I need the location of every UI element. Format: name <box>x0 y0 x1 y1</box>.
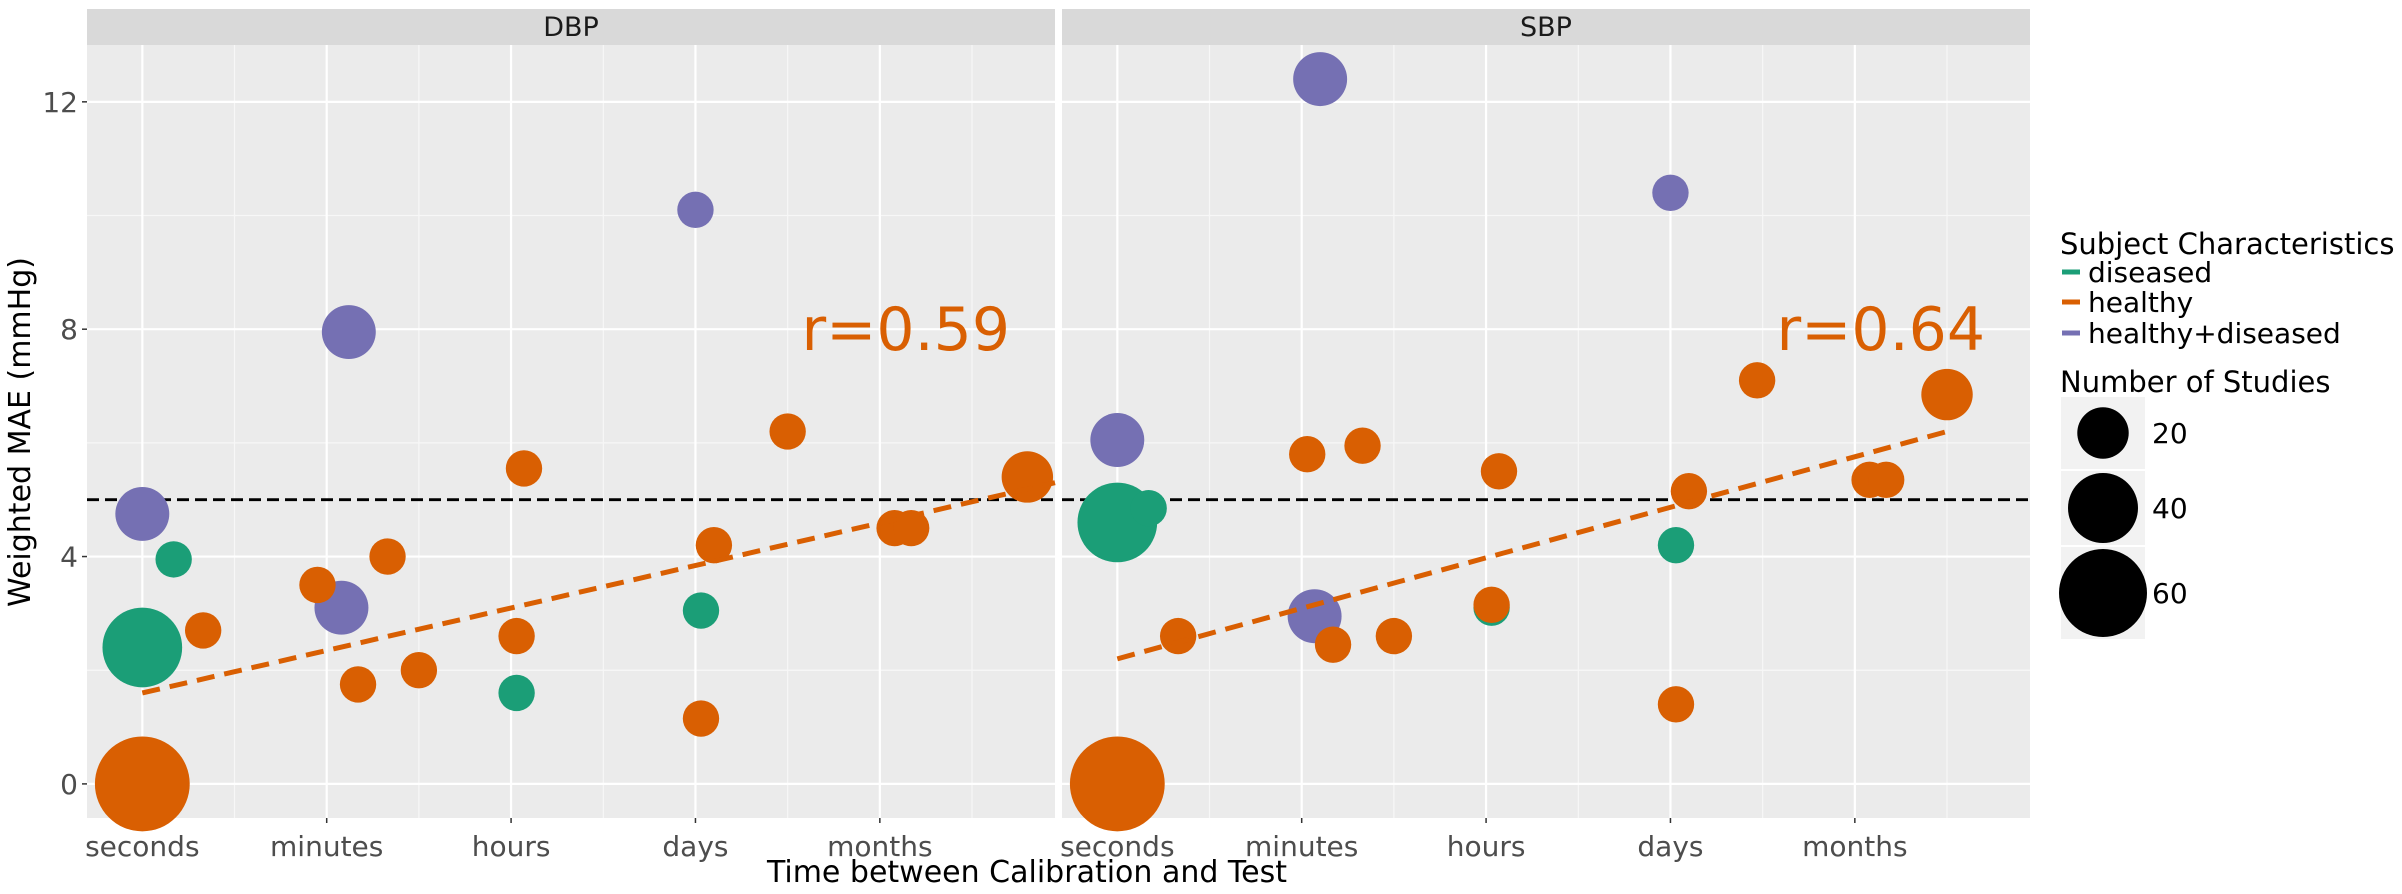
x-tick-label: seconds <box>85 830 199 863</box>
point-healthy-diseased <box>115 486 170 541</box>
x-tick-label: seconds <box>1060 830 1174 863</box>
point-healthy <box>299 566 336 604</box>
size-legend-circle <box>2059 549 2147 637</box>
legend-label-healthy: healthy <box>2088 286 2193 319</box>
point-healthy-diseased <box>321 305 376 360</box>
legend-item-healthy-diseased: healthy+diseased <box>2062 317 2341 350</box>
y-tick-label: 0 <box>60 768 78 801</box>
trend-line <box>141 480 1056 696</box>
legend-color-title: Subject Characteristics <box>2060 227 2394 261</box>
point-healthy <box>339 666 377 703</box>
panel-background <box>87 45 1055 818</box>
point-healthy <box>505 450 543 487</box>
point-healthy <box>1375 617 1413 655</box>
point-diseased <box>498 674 535 712</box>
point-healthy <box>1159 617 1197 655</box>
point-healthy <box>498 617 535 655</box>
legend-label-healthy-diseased: healthy+diseased <box>2088 317 2341 350</box>
point-healthy <box>400 652 438 689</box>
y-tick-label: 12 <box>42 86 78 119</box>
x-tick-label: days <box>1637 830 1703 863</box>
x-axis-title: Time between Calibration and Test <box>766 855 1287 890</box>
size-legend: 20 40 60 <box>2059 395 2188 641</box>
correlation-label: r=0.64 <box>1776 295 1985 365</box>
facet-strip <box>87 9 1055 45</box>
point-healthy <box>1480 453 1518 490</box>
trend-line <box>1116 429 1948 662</box>
point-diseased <box>102 607 183 688</box>
facet-title: DBP <box>543 12 599 43</box>
point-healthy <box>1657 686 1695 723</box>
facet-strip <box>1062 9 2030 45</box>
correlation-label: r=0.59 <box>801 295 1010 365</box>
x-tick-label: months <box>827 830 932 863</box>
x-tick-label: minutes <box>1245 830 1358 863</box>
legend-item-healthy: healthy <box>2062 286 2193 319</box>
y-tick-label: 4 <box>60 541 78 574</box>
point-healthy <box>184 612 222 649</box>
size-legend-circle <box>2068 473 2138 543</box>
point-healthy <box>94 736 190 832</box>
y-axis-title: Weighted MAE (mmHg) <box>3 257 38 607</box>
point-healthy <box>1069 736 1165 832</box>
point-healthy <box>1738 362 1776 399</box>
size-legend-label: 60 <box>2152 577 2188 610</box>
point-healthy <box>1314 626 1352 663</box>
panel-sbp: SBP seconds minutes hours days months r=0.64 <box>1060 9 2030 863</box>
point-healthy <box>769 413 806 450</box>
point-healthy <box>369 538 406 575</box>
point-healthy <box>1001 451 1054 503</box>
x-tick-label: hours <box>1447 830 1526 863</box>
point-healthy <box>1344 427 1381 464</box>
x-tick-label: days <box>662 830 728 863</box>
panel-background <box>1062 45 2030 818</box>
legend-label-diseased: diseased <box>2088 256 2212 289</box>
legend-item-diseased: diseased <box>2062 256 2212 289</box>
x-tick-label: months <box>1802 830 1907 863</box>
panel-dbp: DBP seconds minutes hours days months r=0.59 <box>85 9 1056 863</box>
point-diseased <box>1130 490 1167 527</box>
point-diseased <box>1657 526 1695 564</box>
x-tick-label: hours <box>472 830 551 863</box>
point-healthy-diseased <box>1090 413 1145 467</box>
point-healthy <box>695 526 733 564</box>
size-legend-circle <box>2077 407 2129 459</box>
point-healthy <box>892 509 930 547</box>
point-healthy <box>1473 586 1510 624</box>
facet-title: SBP <box>1520 12 1572 43</box>
point-healthy <box>1921 368 1973 421</box>
legend-size-title: Number of Studies <box>2060 365 2330 399</box>
point-healthy <box>1289 436 1326 473</box>
legend: Subject Characteristics diseased healthy… <box>2059 227 2394 641</box>
point-diseased <box>155 541 192 578</box>
y-tick-label: 8 <box>60 313 78 346</box>
point-healthy-diseased <box>1652 174 1689 211</box>
size-legend-label: 20 <box>2152 417 2188 450</box>
point-healthy-diseased <box>677 191 714 229</box>
size-legend-label: 40 <box>2152 492 2188 525</box>
point-healthy <box>1867 461 1905 498</box>
point-diseased <box>682 592 720 629</box>
x-tick-label: minutes <box>270 830 383 863</box>
point-healthy-diseased <box>1293 52 1348 107</box>
point-healthy <box>682 700 720 737</box>
